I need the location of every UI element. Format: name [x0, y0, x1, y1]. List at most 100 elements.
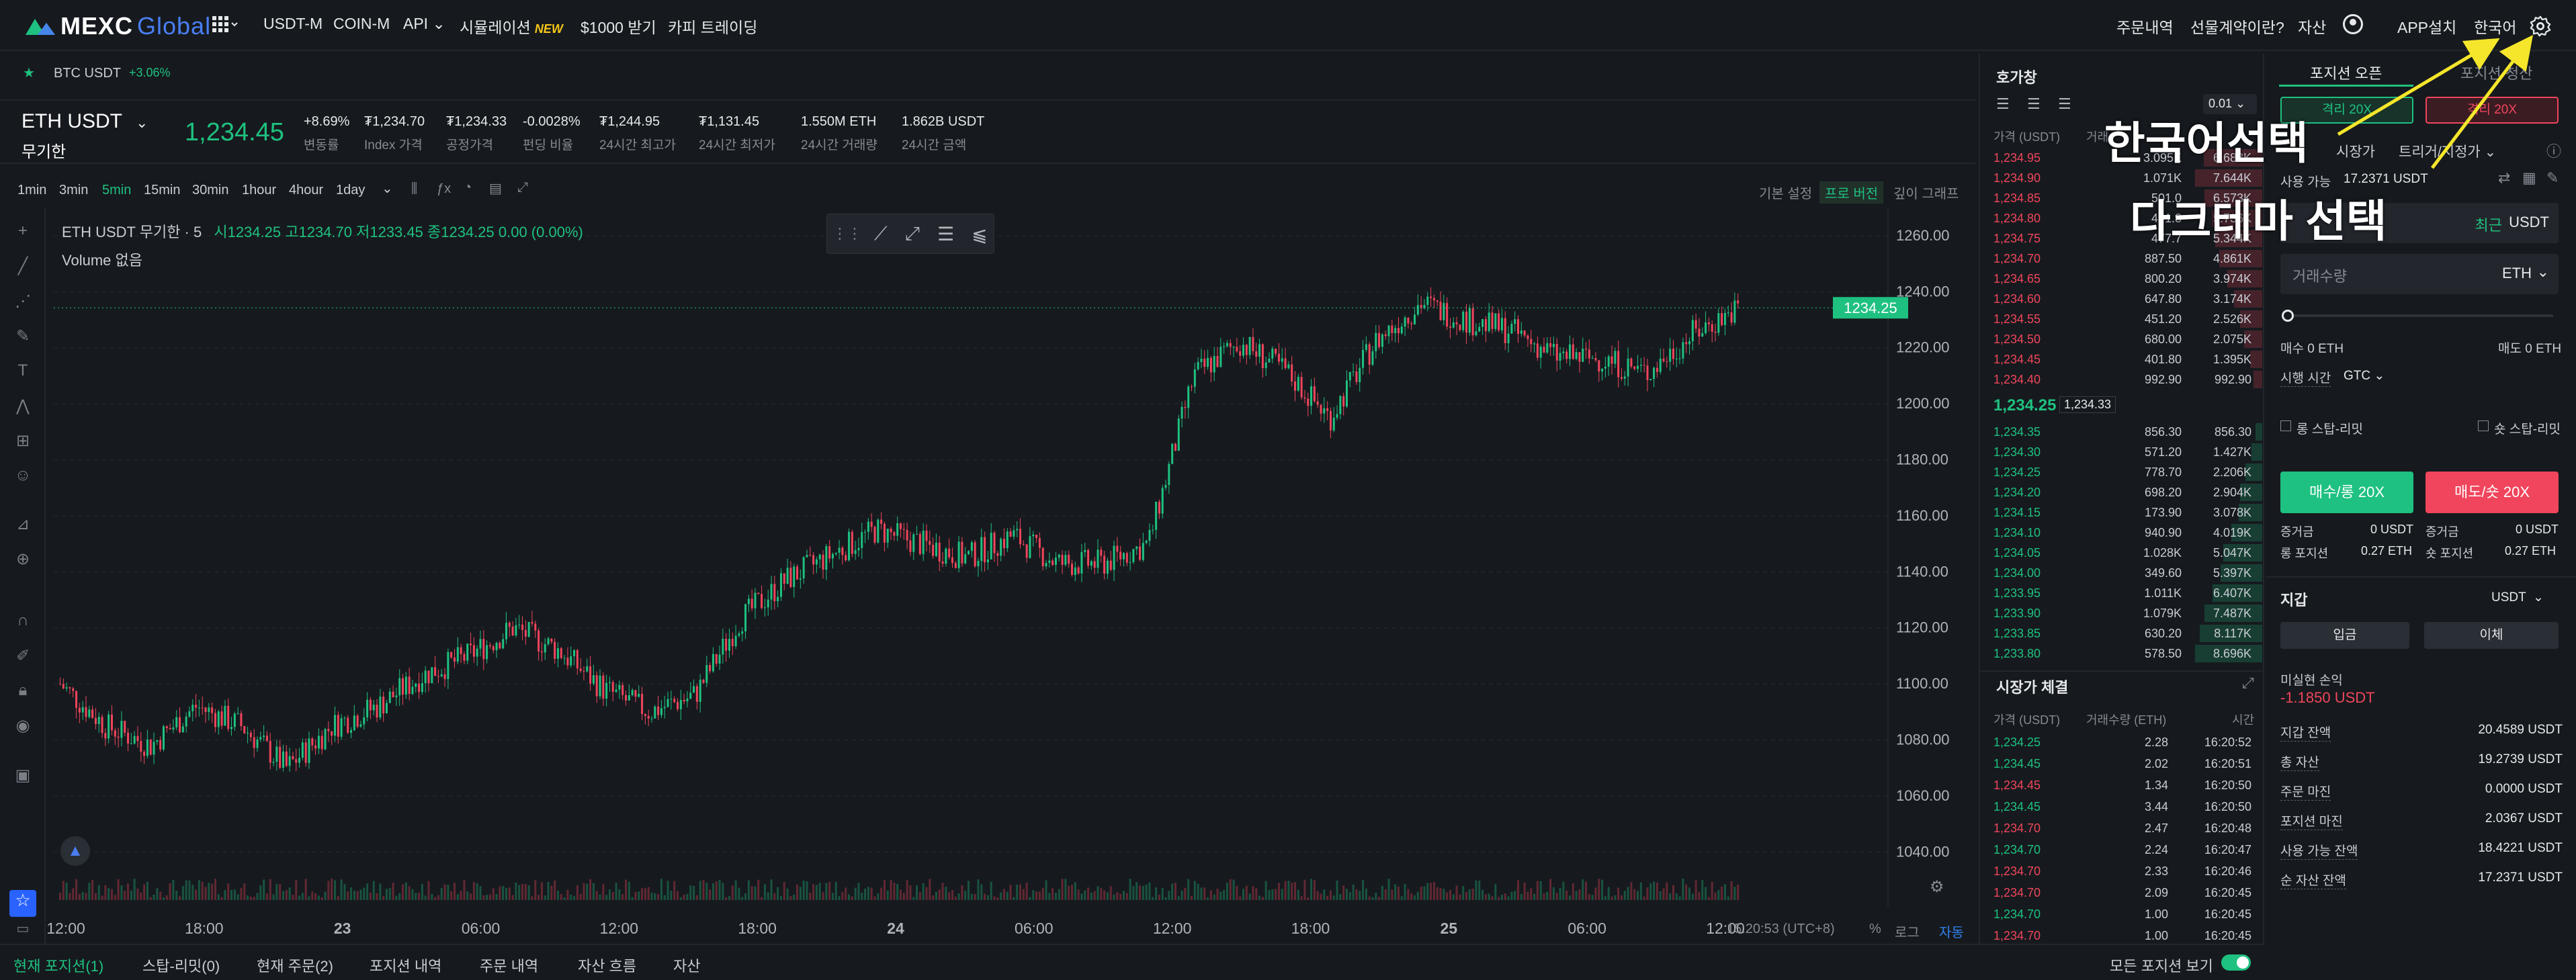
order-type-market[interactable]: 시장가 [2336, 144, 2375, 160]
nav-coin-m[interactable]: COIN-M [333, 15, 390, 32]
price-chart[interactable]: + ╱ ⋰ ✎ T ⋀ ⊞ ☺ ⊿ ⊕ ∩ ✐ 🔒︎ ◉ ▣ ☆ ▭ 1260.… [0, 208, 1975, 944]
nav-app-install[interactable]: APP설치 [2397, 19, 2457, 36]
orderbook-row[interactable]: 1,234.60 647.80 3.174K [1980, 289, 2262, 309]
precision-select[interactable]: 0.01 ⌄ [2203, 94, 2257, 114]
measure-icon[interactable]: ⊞ [15, 432, 30, 450]
nav-what-is-futures[interactable]: 선물계약이란? [2190, 19, 2284, 36]
drag-handle-icon[interactable]: ⋮⋮ [832, 225, 862, 242]
orderbook-row[interactable]: 1,234.65 800.20 3.974K [1980, 269, 2262, 289]
pair-selector[interactable]: ETH USDT ⌄ 무기한 [22, 110, 148, 162]
quantity-unit[interactable]: ETH [2502, 265, 2532, 281]
orderbook-row[interactable]: 1,234.70 887.50 4.861K [1980, 249, 2262, 269]
emoji-icon[interactable]: ☺ [14, 466, 32, 484]
orderbook-row[interactable]: 1,234.50 680.00 2.075K [1980, 329, 2262, 349]
calculator-icon[interactable]: ▦ [2522, 169, 2536, 186]
chevron-down-icon[interactable]: ⌄ [2536, 263, 2549, 280]
lock-icon[interactable]: 🔒︎ [18, 681, 28, 699]
view-depth[interactable]: 깊이 그래프 [1893, 187, 1959, 202]
orderbook-row[interactable]: 1,234.25 778.70 2.206K [1980, 462, 2262, 482]
quantity-slider[interactable] [2282, 310, 2553, 322]
tab-order-history[interactable]: 주문 내역 [480, 958, 539, 975]
indicator-fx-icon[interactable]: ƒx [437, 181, 452, 196]
trendline-icon[interactable]: ╱ [17, 257, 28, 275]
tf-5min[interactable]: 5min [102, 183, 132, 197]
tf-4hour[interactable]: 4hour [289, 183, 324, 197]
orderbook-row[interactable]: 1,234.00 349.60 5.397K [1980, 563, 2262, 583]
expand-trades-icon[interactable]: ⤢ [2242, 674, 2254, 691]
chart-auto-toggle[interactable]: 자동 [1939, 926, 1964, 940]
crosshair-icon[interactable]: + [17, 222, 28, 240]
tab-current-positions[interactable]: 현재 포지션(1) [13, 958, 104, 975]
trash-icon[interactable]: ▣ [15, 766, 31, 785]
transfer-icon[interactable]: ⇄ [2498, 169, 2511, 186]
orderbook-row[interactable]: 1,234.85 501.0 6.573K [1980, 188, 2262, 208]
nav-1000-bonus[interactable]: $1000 받기 [581, 19, 656, 36]
mexc-logo[interactable]: MEXC Global [24, 12, 211, 40]
fan-tool-icon[interactable]: ⫹ [972, 223, 988, 244]
orderbook-row[interactable]: 1,234.05 1.028K 5.047K [1980, 543, 2262, 563]
orderbook-row[interactable]: 1,234.20 698.20 2.904K [1980, 482, 2262, 502]
tf-15min[interactable]: 15min [144, 183, 181, 197]
orderbook-row[interactable]: 1,233.80 578.50 8.696K [1980, 643, 2262, 664]
pattern-icon[interactable]: ⋀ [16, 397, 30, 415]
language-selector[interactable]: 한국어 [2474, 19, 2517, 36]
gauge-icon[interactable]: ◔ [464, 180, 472, 195]
tab-asset-flow[interactable]: 자산 흐름 [578, 958, 637, 975]
nav-copy-trading[interactable]: 카피 트레이딩 [668, 19, 758, 36]
price-input[interactable]: 최근 USDT [2280, 203, 2559, 243]
orderbook-row[interactable]: 1,234.80 491.8 5.736K [1980, 208, 2262, 228]
orderbook-row[interactable]: 1,234.15 173.90 3.078K [1980, 502, 2262, 523]
tif-select[interactable]: GTC ⌄ [2344, 368, 2385, 384]
calendar-icon[interactable]: ▭ [16, 922, 30, 936]
buy-long-button[interactable]: 매수/롱 20X [2280, 472, 2413, 513]
orderbook-row[interactable]: 1,234.90 1.071K 7.644K [1980, 168, 2262, 188]
nav-simulation[interactable]: 시뮬레이션 NEW [460, 15, 563, 38]
short-sltp-checkbox[interactable] [2478, 420, 2489, 431]
favorite-star-button[interactable]: ☆ [9, 890, 36, 917]
candle-type-icon[interactable]: ⫼ [411, 181, 418, 196]
sell-short-button[interactable]: 매도/숏 20X [2425, 472, 2559, 513]
orderbook-row[interactable]: 1,233.90 1.079K 7.487K [1980, 603, 2262, 623]
orderbook-row[interactable]: 1,234.75 477.7 5.344K [1980, 228, 2262, 249]
long-sltp-checkbox[interactable] [2280, 420, 2291, 431]
orderbook-row[interactable]: 1,234.45 401.80 1.395K [1980, 349, 2262, 369]
tf-3min[interactable]: 3min [59, 183, 89, 197]
orderbook-row[interactable]: 1,234.95 3.095K 6.688K [1980, 148, 2262, 168]
tab-open-orders[interactable]: 현재 주문(2) [257, 958, 333, 975]
fullscreen-icon[interactable]: ⤢ [517, 180, 528, 195]
deposit-button[interactable]: 입금 [2280, 622, 2409, 649]
orderbook-row[interactable]: 1,234.35 856.30 856.30 [1980, 422, 2262, 442]
tab-assets[interactable]: 자산 [673, 958, 701, 975]
candlestick-chart[interactable]: 1260.00 1240.00 1220.00 1200.00 1180.00 1160.… [47, 208, 1975, 944]
tf-1min[interactable]: 1min [17, 183, 47, 197]
show-all-positions-toggle[interactable] [2221, 954, 2251, 971]
price-latest-tag[interactable]: 최근 [2475, 217, 2502, 234]
fib-icon[interactable]: ⋰ [15, 292, 31, 310]
tf-1hour[interactable]: 1hour [242, 183, 277, 197]
pencil-lock-icon[interactable]: ✐ [15, 647, 30, 665]
parallel-channel-icon[interactable]: ☰ [937, 223, 955, 244]
wallet-unit-select[interactable]: USDT ⌄ [2491, 590, 2544, 605]
transfer-button[interactable]: 이체 [2424, 622, 2559, 649]
layout-both-icon[interactable]: ☰ [1996, 95, 2010, 112]
orderbook-row[interactable]: 1,234.55 451.20 2.526K [1980, 309, 2262, 329]
orderbook-row[interactable]: 1,234.10 940.90 4.019K [1980, 523, 2262, 543]
text-tool-icon[interactable]: T [17, 361, 28, 380]
nav-usdt-m[interactable]: USDT-M [263, 15, 323, 32]
slider-handle[interactable] [2282, 310, 2294, 322]
nav-api[interactable]: API ⌄ [403, 15, 445, 33]
layout-bids-icon[interactable]: ☰ [2058, 95, 2071, 112]
edit-icon[interactable]: ✎ [2546, 169, 2559, 186]
tab-position-history[interactable]: 포지션 내역 [370, 958, 442, 975]
magnet-icon[interactable]: ∩ [17, 611, 29, 629]
settings-gear-icon[interactable] [2529, 15, 2552, 42]
view-basic[interactable]: 기본 설정 [1759, 187, 1813, 202]
apps-grid-icon[interactable] [212, 15, 239, 39]
chart-settings-icon[interactable]: ⚙ [1930, 878, 1944, 896]
favorite-star-icon[interactable]: ★ [23, 66, 35, 81]
tab-stop-limit[interactable]: 스탑-리밋(0) [142, 958, 220, 975]
chart-log-toggle[interactable]: 로그 [1895, 926, 1920, 940]
nav-assets[interactable]: 자산 [2298, 19, 2327, 36]
order-type-trigger[interactable]: 트리거/지정가 ⌄ [2399, 141, 2496, 161]
tf-1day[interactable]: 1day [336, 183, 366, 197]
